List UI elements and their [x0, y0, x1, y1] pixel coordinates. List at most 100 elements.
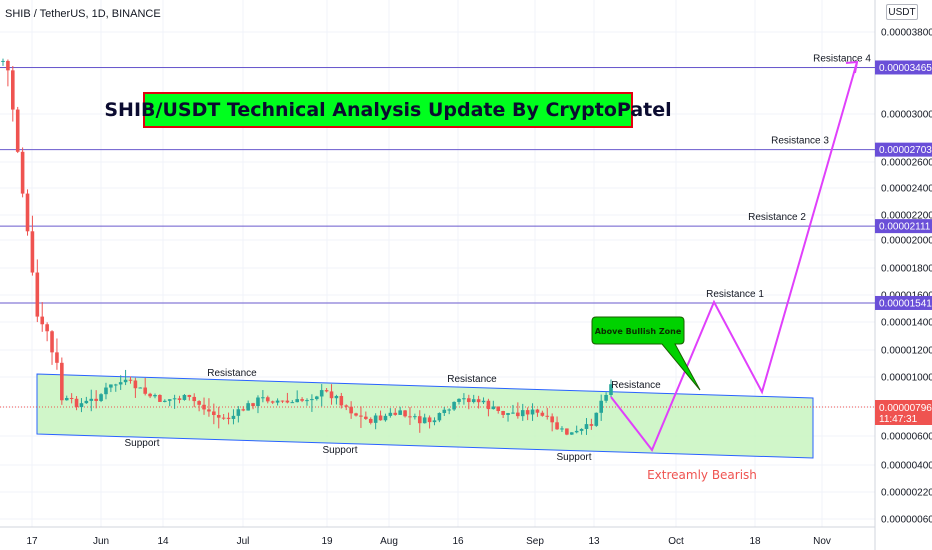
candle-body — [417, 416, 422, 424]
candle-body — [437, 413, 442, 421]
candle-body — [256, 397, 260, 407]
candle-body — [187, 394, 192, 397]
price-tick-0: 0.00003800 — [881, 28, 932, 39]
time-tick-0: 17 — [26, 536, 38, 547]
time-tick-6: 16 — [452, 536, 464, 547]
candle-body — [40, 316, 45, 325]
candle-body — [471, 399, 476, 403]
candle-body — [133, 380, 138, 389]
candle-body — [202, 404, 206, 410]
candle-body — [364, 416, 368, 419]
candle-body — [359, 415, 363, 417]
candle-body — [55, 352, 59, 363]
candle-body — [69, 397, 74, 399]
bullish-callout-text: Above Bullish Zone — [595, 327, 682, 336]
channel-resistance-label-3: Resistance — [611, 380, 661, 391]
candle-body — [467, 398, 471, 403]
level-label-2: Resistance 3 — [771, 136, 829, 147]
time-tick-7: Sep — [526, 536, 544, 547]
candle-body — [398, 410, 402, 415]
candle-body — [285, 400, 290, 403]
candle-body — [104, 387, 108, 395]
candle-body — [604, 394, 608, 401]
candle-body — [329, 391, 334, 399]
price-tick-4: 0.00002400 — [881, 184, 932, 195]
candle-body — [197, 401, 201, 405]
candle-body — [432, 420, 437, 423]
candle-body — [344, 405, 349, 407]
level-tag-bg-4 — [875, 295, 932, 310]
candle-body — [123, 379, 128, 383]
level-tag-bg-2 — [875, 142, 932, 157]
candle-body — [60, 362, 64, 401]
candle-body — [153, 394, 157, 397]
candle-body — [540, 412, 545, 416]
candle-body — [579, 428, 584, 431]
level-price-tags: 0.00003465 0.00002703 0.00002111 0.00001541 — [875, 60, 932, 310]
candle-body — [442, 409, 447, 414]
projection-path — [610, 61, 858, 452]
candle-body — [354, 413, 358, 416]
candle-body — [511, 412, 515, 414]
time-tick-11: Nov — [813, 536, 831, 547]
bearish-note: Extreamly Bearish — [647, 468, 757, 482]
time-tick-9: Oct — [668, 536, 684, 547]
candle-body — [20, 151, 25, 194]
candle-body — [109, 384, 113, 388]
candle-body — [594, 412, 599, 426]
price-tick-3: 0.00002600 — [881, 158, 932, 169]
candle-body — [246, 403, 250, 411]
candle-body — [452, 401, 456, 410]
candle-body — [609, 384, 613, 395]
candle-body — [84, 400, 89, 404]
price-tick-2: 0.00003000 — [881, 110, 932, 121]
candle-body — [216, 415, 221, 418]
resistance-levels: Resistance 4 Resistance 3 Resistance 2 Resi… — [0, 53, 875, 304]
price-tick-10: 0.00001200 — [881, 346, 932, 357]
price-tick-15: 0.00000220 — [881, 488, 932, 499]
candle-body — [315, 396, 319, 400]
candle-body — [427, 417, 432, 423]
candle-body — [295, 399, 299, 403]
candle-body — [481, 400, 486, 403]
candle-body — [30, 231, 35, 273]
candle-body — [319, 390, 324, 397]
candle-body — [496, 406, 501, 411]
candle-body — [207, 409, 211, 412]
candle-body — [89, 398, 94, 401]
candle-body — [569, 432, 574, 435]
candle-body — [501, 410, 505, 415]
currency-button[interactable]: USDT — [886, 4, 918, 20]
bullish-callout: Above Bullish Zone — [591, 316, 701, 391]
candle-body — [339, 395, 344, 406]
time-tick-10: 18 — [749, 536, 761, 547]
candle-body — [491, 406, 496, 410]
candle-body — [324, 390, 329, 392]
candle-body — [221, 417, 226, 419]
price-tick-7: 0.00001800 — [881, 264, 932, 275]
candle-body — [403, 410, 407, 417]
candle-body — [64, 397, 69, 401]
price-tick-5: 0.00002200 — [881, 211, 932, 222]
candle-body — [275, 400, 280, 403]
candle-body — [486, 400, 491, 410]
candle-body — [118, 382, 123, 385]
candle-body — [6, 60, 10, 71]
time-axis-ticks: 17 Jun 14 Jul 19 Aug 16 Sep 13 Oct 18 Nov — [26, 536, 830, 547]
analysis-title: SHIB/USDT Technical Analysis Update By C… — [104, 99, 672, 121]
level-tag-3: 0.00002111 — [879, 222, 931, 233]
candle-body — [408, 416, 412, 418]
candle-body — [516, 412, 520, 417]
candle-body — [422, 417, 427, 424]
level-tag-1: 0.00003465 — [879, 63, 932, 74]
candle-body — [373, 415, 378, 423]
candle-body — [128, 379, 133, 381]
candle-body — [462, 398, 466, 400]
current-price-countdown: 11:47:31 — [879, 414, 918, 425]
time-tick-8: 13 — [588, 536, 600, 547]
candlesticks — [1, 58, 613, 436]
candle-body — [555, 422, 559, 430]
price-tick-11: 0.00001000 — [881, 373, 932, 384]
candle-body — [300, 399, 304, 401]
